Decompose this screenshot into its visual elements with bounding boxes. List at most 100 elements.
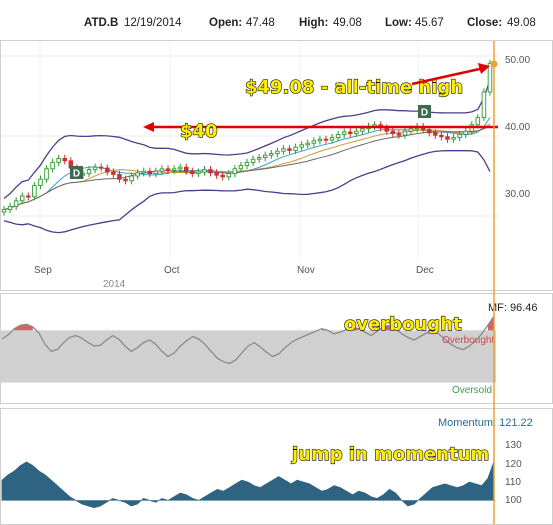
overbought-annotation: overbought [344,314,462,335]
candle [390,127,396,138]
candle [220,171,225,181]
candle [129,172,134,185]
y-tick-label: 110 [505,477,521,488]
candle [323,135,329,144]
price-y-axis: 50.00 40.00 30.00 [505,55,530,200]
arrow-head-icon [478,63,490,74]
candle [348,128,353,138]
candle [244,158,250,170]
candle [44,165,49,183]
annotation-all-time-high: $49.08 - all-time high [244,63,490,99]
candle [50,158,55,173]
date-label: 12/19/2014 [124,17,182,29]
candle [293,143,298,154]
dividend-marker-label: D [73,169,80,180]
momentum-panel [1,461,496,509]
candle [335,130,341,142]
candle [341,128,347,138]
moving-average-long [3,125,491,211]
candle [171,165,177,174]
candle [445,133,450,143]
candle [202,166,207,176]
y-tick-label: 100 [505,495,522,506]
momentum-title: Momentum: 121.22 [438,417,533,429]
candle [123,175,128,185]
arrow-head-icon [143,122,154,132]
all-time-high-label: $49.08 - all-time high [245,77,463,98]
symbol-label: ATD.B [84,17,118,29]
candle [463,127,468,138]
dividend-marker-label: D [421,108,428,119]
candle [183,163,189,175]
low-value: 45.67 [415,17,444,29]
candle [147,167,153,178]
candle [117,170,122,183]
candle [111,168,116,178]
candle [226,170,232,181]
candle [250,155,256,166]
x-axis: Sep Oct Nov Dec 2014 [34,265,434,290]
x-tick-label: Dec [416,265,434,276]
mf-overbought-area [321,328,328,331]
candle [86,166,92,178]
dividend-marker: D [418,105,431,119]
cursor-dot [490,60,498,68]
dividend-marker-box [70,166,83,179]
candle [305,139,311,149]
high-label: High: [299,17,328,29]
candle [56,154,61,166]
candle [19,192,25,205]
candle [372,121,377,130]
mf-overbought-area [14,324,33,331]
x-tick-label: Nov [297,265,315,276]
momentum-y-axis: 130 120 110 100 [505,440,522,506]
low-label: Low: [385,17,412,29]
candle [451,134,456,143]
year-label: 2014 [103,279,126,290]
candle [457,130,462,142]
candle [7,202,13,214]
money-flow-panel [1,315,496,383]
candle [238,162,244,173]
candle [13,197,19,210]
candle [402,127,408,139]
candle [38,175,43,190]
overbought-label: Overbought [442,335,494,346]
dividend-marker: D [70,166,83,180]
open-value: 47.48 [246,17,275,29]
y-tick-label: 130 [505,440,522,451]
candle [439,131,444,141]
mf-title: MF: 96.46 [488,302,538,314]
level-40-label: $40 [180,121,218,142]
candle [256,154,262,163]
y-tick-label: 30.00 [505,189,530,200]
candle [135,169,140,180]
open-label: Open: [209,17,242,29]
candle [1,206,7,216]
candle [105,164,110,176]
candle [208,166,213,177]
candle [190,167,195,178]
close-label: Close: [467,17,502,29]
candle [177,163,183,173]
close-value: 49.08 [507,17,536,29]
candle [487,59,493,96]
quote-header: ATD.B 12/19/2014 Open: 47.48 High: 49.08… [84,17,536,29]
momentum-annotation: jump in momentum [291,444,489,465]
dividend-marker-box [418,105,431,118]
candle [62,154,68,165]
candle [141,167,146,177]
candle [275,147,280,158]
candle [165,165,171,174]
candle [287,145,292,154]
candle [98,163,104,172]
candle [262,151,268,162]
candle [396,130,402,139]
candle [26,192,31,201]
candle [281,145,286,155]
candle [481,88,487,122]
bollinger-lower-band [3,150,491,234]
x-tick-label: Sep [34,265,52,276]
candle [354,127,359,138]
